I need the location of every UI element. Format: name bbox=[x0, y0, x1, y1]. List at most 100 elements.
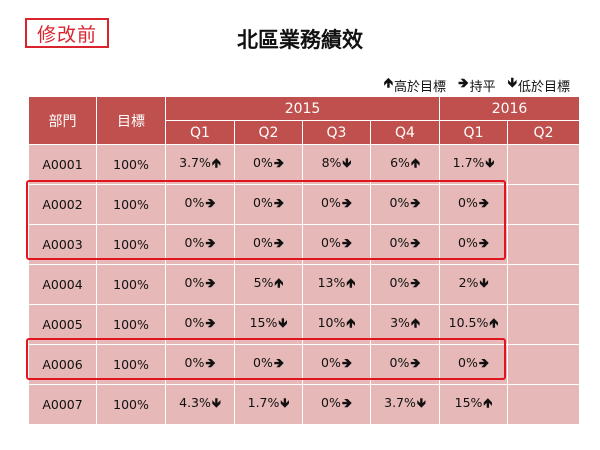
cell-value-text: 0% bbox=[184, 235, 205, 250]
cell-value: 0%🡺 bbox=[165, 264, 235, 305]
cell-value-text: 0% bbox=[253, 235, 273, 250]
cell-value: 0%🡺 bbox=[165, 184, 235, 225]
arrow-flat-icon: 🡺 bbox=[273, 155, 284, 170]
cell-value-text: 1.7% bbox=[247, 395, 280, 410]
cell-value: 3.7%🡹 bbox=[165, 144, 235, 185]
header-q2-2015: Q2 bbox=[234, 120, 303, 145]
cell-value-text: 0% bbox=[253, 155, 273, 170]
cell-value bbox=[507, 384, 581, 425]
legend-down: 🡻 低於目標 bbox=[508, 74, 570, 96]
arrow-right-icon: 🡺 bbox=[458, 76, 469, 91]
arrow-flat-icon: 🡺 bbox=[205, 235, 216, 250]
cell-value-text: 0% bbox=[184, 355, 205, 370]
cell-value-text: 0% bbox=[458, 235, 478, 250]
cell-dept: A0001 bbox=[28, 144, 97, 185]
cell-value: 0%🡺 bbox=[165, 224, 235, 265]
arrow-up-icon: 🡹 bbox=[383, 76, 394, 91]
arrow-up-icon: 🡹 bbox=[211, 155, 221, 170]
cell-value: 3.7%🡻 bbox=[369, 384, 441, 425]
arrow-flat-icon: 🡺 bbox=[341, 395, 352, 410]
performance-table: 部門 目標 2015 2016 Q1 Q2 Q3 Q4 Q1 Q2 A0001 1… bbox=[28, 96, 581, 425]
header-year-2016: 2016 bbox=[439, 96, 581, 121]
arrow-down-icon: 🡻 bbox=[485, 155, 495, 170]
arrow-up-icon: 🡹 bbox=[483, 395, 493, 410]
cell-value: 0%🡺 bbox=[369, 184, 441, 225]
cell-value-text: 0% bbox=[389, 195, 410, 210]
cell-value: 0%🡺 bbox=[369, 224, 441, 265]
table-row: A0004 100% 0%🡺 5%🡹 13%🡹 0%🡺 2%🡻 bbox=[28, 264, 581, 305]
arrow-down-icon: 🡻 bbox=[278, 315, 288, 330]
cell-dept: A0002 bbox=[28, 184, 97, 225]
cell-dept: A0003 bbox=[28, 224, 97, 265]
arrow-flat-icon: 🡺 bbox=[341, 355, 352, 370]
cell-target: 100% bbox=[96, 144, 166, 185]
cell-value-text: 1.7% bbox=[452, 155, 485, 170]
table-row: A0003 100% 0%🡺 0%🡺 0%🡺 0%🡺 0%🡺 bbox=[28, 224, 581, 265]
cell-value-text: 0% bbox=[389, 355, 410, 370]
cell-value: 0%🡺 bbox=[234, 184, 303, 225]
cell-target: 100% bbox=[96, 224, 166, 265]
cell-value: 0%🡺 bbox=[234, 344, 303, 385]
header-q1-2015: Q1 bbox=[165, 120, 235, 145]
cell-value bbox=[507, 344, 581, 385]
cell-target: 100% bbox=[96, 264, 166, 305]
cell-value-text: 0% bbox=[458, 195, 478, 210]
cell-dept: A0005 bbox=[28, 304, 97, 345]
table-row: A0005 100% 0%🡺 15%🡻 10%🡹 3%🡹 10.5%🡹 bbox=[28, 304, 581, 345]
cell-value-text: 0% bbox=[184, 195, 205, 210]
cell-value: 2%🡻 bbox=[439, 264, 509, 305]
cell-value: 0%🡺 bbox=[234, 224, 303, 265]
legend-flat-label: 持平 bbox=[469, 79, 496, 95]
cell-value-text: 3.7% bbox=[384, 395, 416, 410]
cell-target: 100% bbox=[96, 184, 166, 225]
cell-value: 0%🡺 bbox=[302, 344, 371, 385]
cell-value-text: 0% bbox=[321, 235, 341, 250]
cell-value: 1.7%🡻 bbox=[439, 144, 509, 185]
legend: 🡹 高於目標 🡺 持平 🡻 低於目標 bbox=[384, 74, 570, 96]
cell-value: 0%🡺 bbox=[234, 144, 303, 185]
cell-value-text: 6% bbox=[390, 155, 410, 170]
cell-value: 8%🡻 bbox=[302, 144, 371, 185]
header-target: 目標 bbox=[96, 96, 166, 145]
page-title: 北區業務績效 bbox=[237, 28, 363, 52]
cell-value-text: 0% bbox=[389, 275, 410, 290]
cell-value-text: 0% bbox=[389, 235, 410, 250]
cell-value-text: 0% bbox=[184, 275, 205, 290]
arrow-down-icon: 🡻 bbox=[507, 76, 517, 91]
cell-value-text: 0% bbox=[321, 355, 341, 370]
header-q4-2015: Q4 bbox=[369, 120, 441, 145]
cell-value-text: 8% bbox=[321, 155, 342, 170]
cell-value-text: 3.7% bbox=[179, 155, 211, 170]
legend-up: 🡹 高於目標 bbox=[384, 74, 446, 96]
table-row: A0006 100% 0%🡺 0%🡺 0%🡺 0%🡺 0%🡺 bbox=[28, 344, 581, 385]
cell-target: 100% bbox=[96, 344, 166, 385]
table-row: A0001 100% 3.7%🡹 0%🡺 8%🡻 6%🡹 1.7%🡻 bbox=[28, 144, 581, 185]
cell-value-text: 10.5% bbox=[448, 315, 489, 330]
header-q1-2016: Q1 bbox=[439, 120, 509, 145]
cell-value: 0%🡺 bbox=[165, 304, 235, 345]
cell-value: 6%🡹 bbox=[369, 144, 441, 185]
arrow-up-icon: 🡹 bbox=[410, 155, 420, 170]
cell-value bbox=[507, 144, 581, 185]
arrow-flat-icon: 🡺 bbox=[341, 235, 352, 250]
cell-value-text: 0% bbox=[321, 395, 341, 410]
header-dept: 部門 bbox=[28, 96, 97, 145]
table-body: A0001 100% 3.7%🡹 0%🡺 8%🡻 6%🡹 1.7%🡻 A0002 100% 0%🡺… bbox=[28, 144, 581, 425]
cell-value: 0%🡺 bbox=[369, 344, 441, 385]
cell-value-text: 13% bbox=[317, 275, 346, 290]
cell-dept: A0007 bbox=[28, 384, 97, 425]
cell-value: 0%🡺 bbox=[439, 184, 509, 225]
cell-value: 13%🡹 bbox=[302, 264, 371, 305]
cell-value-text: 15% bbox=[454, 395, 483, 410]
cell-value-text: 0% bbox=[321, 195, 341, 210]
cell-value-text: 3% bbox=[390, 315, 410, 330]
arrow-flat-icon: 🡺 bbox=[478, 195, 490, 210]
cell-value bbox=[507, 224, 581, 265]
arrow-flat-icon: 🡺 bbox=[273, 355, 284, 370]
cell-target: 100% bbox=[96, 384, 166, 425]
header-q3-2015: Q3 bbox=[302, 120, 371, 145]
arrow-up-icon: 🡹 bbox=[346, 275, 356, 290]
arrow-flat-icon: 🡺 bbox=[410, 235, 421, 250]
cell-value-text: 4.3% bbox=[179, 395, 211, 410]
table-row: A0007 100% 4.3%🡻 1.7%🡻 0%🡺 3.7%🡻 15%🡹 bbox=[28, 384, 581, 425]
